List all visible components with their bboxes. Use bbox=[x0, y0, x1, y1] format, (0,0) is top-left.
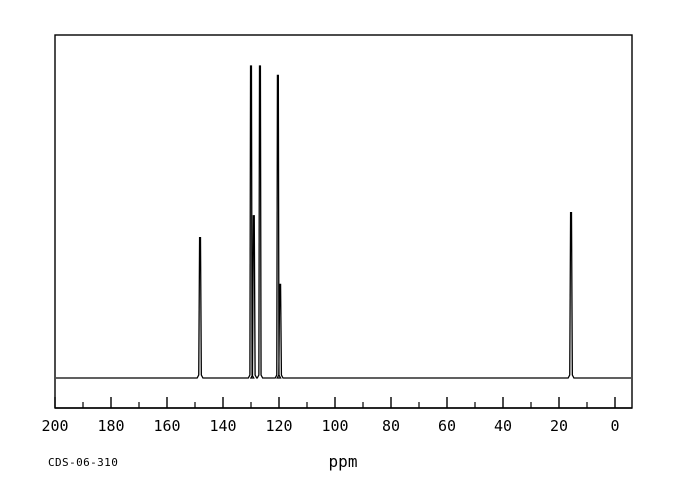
axis-tick-label: 80 bbox=[382, 417, 400, 435]
axis-title: ppm bbox=[329, 452, 358, 471]
axis-tick-labels: 200 180 160 140 120 100 80 60 40 20 0 bbox=[41, 417, 619, 435]
axis-tick-label: 200 bbox=[41, 417, 68, 435]
sample-id-caption: CDS-06-310 bbox=[48, 456, 118, 469]
axis-tick-label: 160 bbox=[153, 417, 180, 435]
axis-tick-label: 20 bbox=[550, 417, 568, 435]
axis-tick-label: 100 bbox=[321, 417, 348, 435]
axis-tick-label: 120 bbox=[265, 417, 292, 435]
spectrum-trace bbox=[56, 65, 631, 379]
axis-major-ticks bbox=[54, 397, 616, 408]
axis-tick-label: 0 bbox=[610, 417, 619, 435]
trace-path bbox=[56, 65, 631, 379]
axis-tick-label: 40 bbox=[494, 417, 512, 435]
ppm-axis: 200 180 160 140 120 100 80 60 40 20 0 bbox=[41, 397, 632, 435]
axis-tick-label: 60 bbox=[438, 417, 456, 435]
axis-tick-label: 180 bbox=[97, 417, 124, 435]
axis-minor-ticks bbox=[82, 402, 588, 408]
axis-tick-label: 140 bbox=[209, 417, 236, 435]
